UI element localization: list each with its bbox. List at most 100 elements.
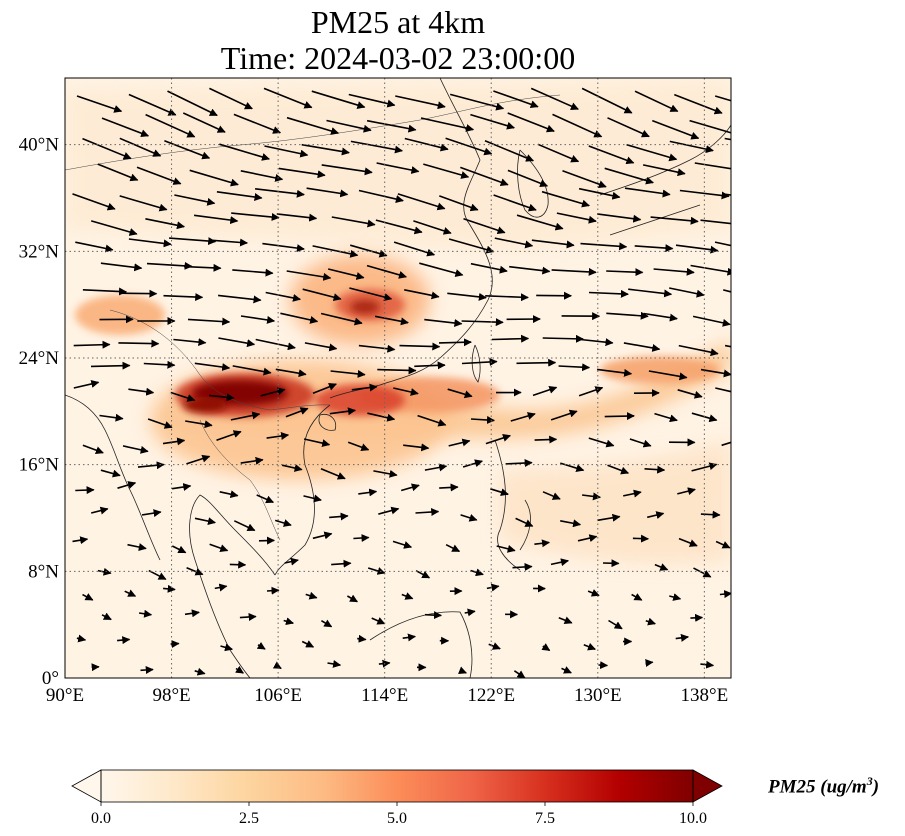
wind-arrow-300 xyxy=(587,589,600,597)
wind-arrow-208 xyxy=(303,438,331,448)
wind-arrow-116 xyxy=(82,287,127,296)
wind-arrow-43 xyxy=(724,137,731,141)
wind-arrow-277 xyxy=(186,567,204,576)
wind-arrow-227 xyxy=(505,459,533,468)
wind-arrow-112 xyxy=(551,267,597,276)
wind-arrow-15 xyxy=(101,117,150,138)
lon-tick-label-1: 98°E xyxy=(152,685,190,706)
wind-arrow-340 xyxy=(458,666,467,674)
wind-arrow-225 xyxy=(424,463,448,472)
wind-arrow-160 xyxy=(90,361,131,370)
lon-tick-label-6: 138°E xyxy=(681,685,729,706)
colorbar-tick-label-4: 10.0 xyxy=(679,810,707,827)
wind-arrow-242 xyxy=(542,491,561,500)
wind-arrow-220 xyxy=(186,454,211,465)
wind-arrow-190 xyxy=(147,418,173,429)
wind-arrow-245 xyxy=(677,487,696,496)
wind-arrow-50 xyxy=(376,162,420,174)
lon-tick-label-2: 106°E xyxy=(254,685,302,706)
wind-arrow-55 xyxy=(604,167,654,185)
wind-arrow-97 xyxy=(531,239,575,249)
colorbar-title: PM25 (ug/m3) xyxy=(768,774,879,798)
wind-arrow-197 xyxy=(470,415,495,424)
wind-arrow-345 xyxy=(700,660,715,669)
wind-arrow-128 xyxy=(628,288,673,298)
wind-arrow-165 xyxy=(330,369,366,378)
wind-arrow-145 xyxy=(73,340,111,349)
colorbar-extend-max xyxy=(692,769,723,803)
wind-arrow-113 xyxy=(606,268,644,277)
wind-arrow-125 xyxy=(485,293,529,302)
wind-arrow-87 xyxy=(75,241,114,253)
wind-arrow-269 xyxy=(496,544,516,553)
wind-arrow-120 xyxy=(265,291,301,302)
wind-arrow-182 xyxy=(447,388,473,399)
wind-arrow-54 xyxy=(562,170,607,189)
wind-arrow-237 xyxy=(303,494,322,503)
wind-arrow-180 xyxy=(351,383,378,392)
wind-arrow-179 xyxy=(312,383,337,395)
lon-tick-label-4: 122°E xyxy=(467,685,515,706)
wind-arrow-276 xyxy=(148,569,167,581)
wind-arrow-52 xyxy=(460,166,509,186)
wind-arrow-342 xyxy=(561,666,572,674)
wind-arrow-115 xyxy=(690,264,731,276)
wind-arrow-5 xyxy=(311,90,366,109)
wind-arrow-318 xyxy=(76,634,87,643)
wind-arrow-1 xyxy=(128,93,177,116)
wind-arrow-295 xyxy=(347,594,358,603)
wind-arrow-73 xyxy=(90,220,138,236)
wind-arrow-61 xyxy=(216,191,263,201)
wind-arrow-81 xyxy=(463,217,506,235)
wind-arrow-240 xyxy=(439,483,459,492)
colorbar-extend-min xyxy=(71,769,102,803)
wind-arrow-184 xyxy=(532,385,558,397)
wind-arrow-21 xyxy=(366,119,417,133)
wind-arrow-217 xyxy=(721,441,731,447)
wind-arrow-136 xyxy=(320,312,363,326)
wind-arrow-185 xyxy=(578,386,604,397)
wind-arrow-257 xyxy=(597,513,621,522)
wind-arrow-99 xyxy=(634,244,674,253)
wind-arrow-36 xyxy=(404,137,449,152)
colorbar: 0.0 2.5 5.0 7.5 10.0 xyxy=(71,769,723,827)
wind-arrow-130 xyxy=(723,289,731,293)
wind-arrow-261 xyxy=(127,543,147,551)
wind-arrow-228 xyxy=(560,462,585,472)
wind-arrow-34 xyxy=(301,143,350,156)
wind-arrow-4 xyxy=(263,87,313,109)
wind-arrow-161 xyxy=(143,360,176,369)
wind-arrow-114 xyxy=(653,267,695,276)
lat-tick-label-0: 0° xyxy=(42,668,59,689)
wind-arrow-328 xyxy=(541,643,551,652)
title-line-2: Time: 2024-03-02 23:00:00 xyxy=(220,40,576,76)
border-indochina xyxy=(199,419,281,541)
wind-arrow-280 xyxy=(331,559,352,568)
wind-arrow-272 xyxy=(632,534,649,543)
wind-arrow-210 xyxy=(403,443,430,452)
wind-arrow-176 xyxy=(170,391,196,402)
wind-arrow-259 xyxy=(700,510,721,519)
wind-arrow-262 xyxy=(171,545,187,554)
wind-arrow-253 xyxy=(415,508,440,517)
lon-tick-label-0: 90°E xyxy=(46,685,84,706)
wind-arrow-101 xyxy=(714,241,731,247)
wind-arrow-96 xyxy=(494,237,534,249)
wind-arrow-303 xyxy=(719,590,731,599)
colorbar-tick-label-3: 7.5 xyxy=(535,810,555,827)
colorbar-title-text: PM25 (ug/m xyxy=(768,776,867,798)
wind-arrow-193 xyxy=(285,407,309,418)
wind-arrow-63 xyxy=(306,187,349,198)
wind-arrow-312 xyxy=(464,608,476,617)
pm25-patch-southchina xyxy=(150,360,450,480)
wind-arrow-79 xyxy=(375,219,423,235)
wind-arrow-298 xyxy=(486,583,500,592)
wind-arrow-267 xyxy=(392,540,413,549)
wind-arrow-82 xyxy=(516,214,564,231)
wind-arrow-156 xyxy=(580,338,614,347)
wind-arrow-321 xyxy=(220,643,233,652)
wind-arrow-109 xyxy=(419,262,464,277)
wind-arrow-325 xyxy=(402,633,416,642)
wind-arrow-285 xyxy=(550,558,569,567)
